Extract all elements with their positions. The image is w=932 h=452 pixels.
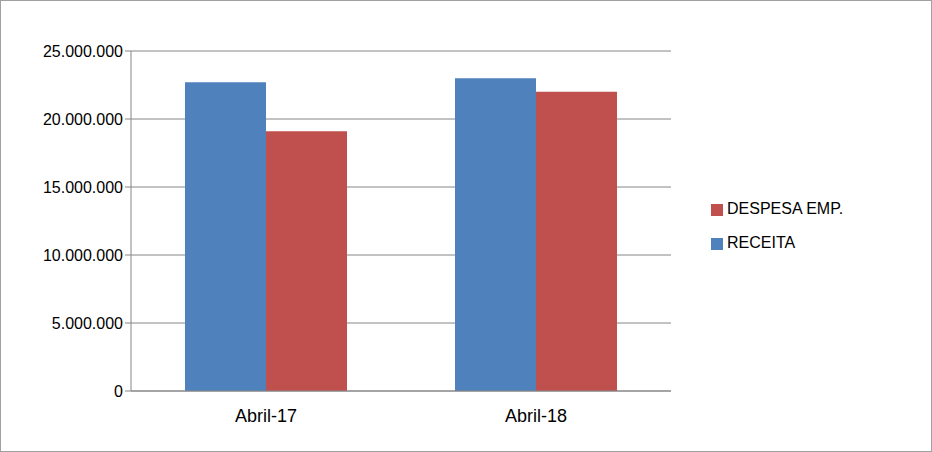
svg-text:15.000.000: 15.000.000	[43, 179, 123, 196]
svg-text:Abril-17: Abril-17	[235, 406, 297, 426]
svg-text:20.000.000: 20.000.000	[43, 111, 123, 128]
html-text:RECEITA: RECEITA	[727, 234, 796, 251]
html-text:DESPESA EMP.: DESPESA EMP.	[727, 200, 844, 217]
svg-text:5.000.000: 5.000.000	[52, 315, 123, 332]
svg-text:25.000.000: 25.000.000	[43, 43, 123, 60]
svg-text:10.000.000: 10.000.000	[43, 247, 123, 264]
svg-text:Abril-18: Abril-18	[505, 406, 567, 426]
svg-text:0: 0	[114, 383, 123, 400]
